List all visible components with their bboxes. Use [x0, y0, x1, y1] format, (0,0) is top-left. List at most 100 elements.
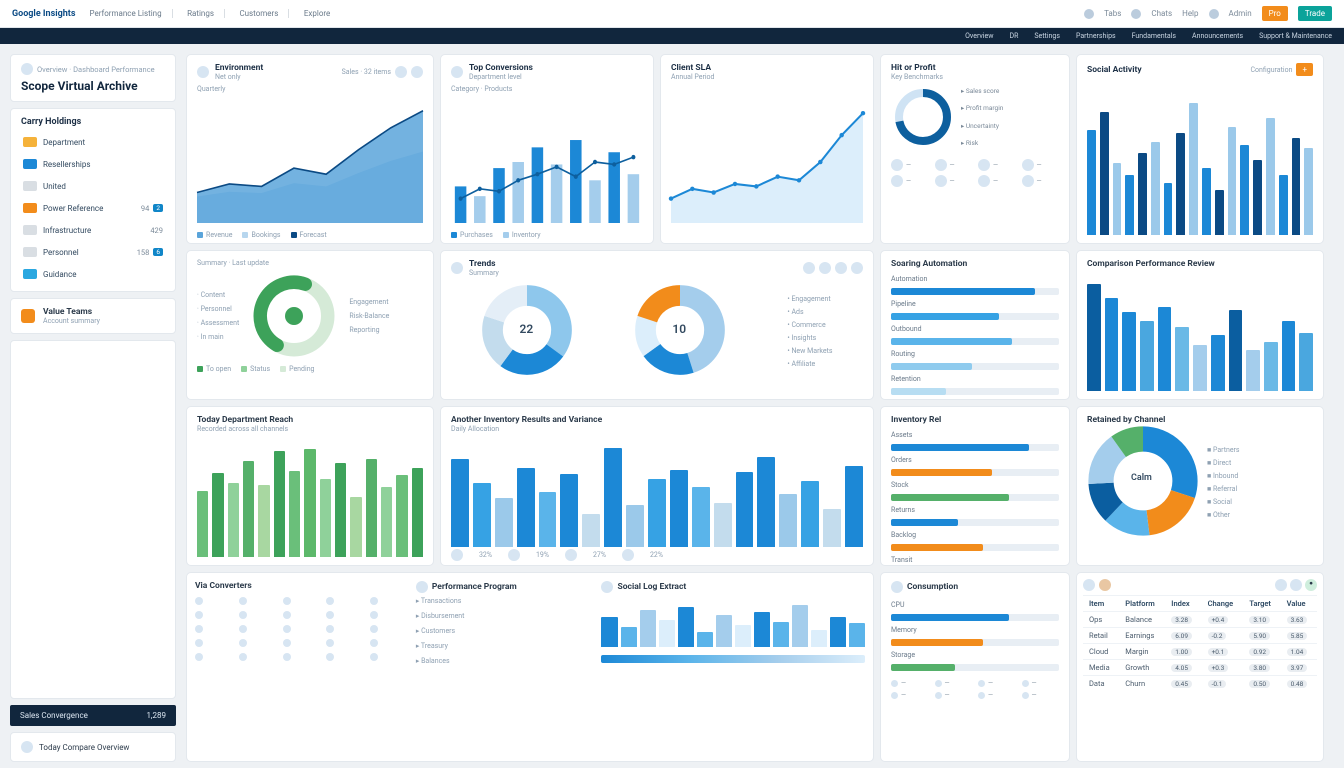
sidebar-list: Department Resellerships United Power Refer… — [21, 133, 165, 283]
card-soaring-automation: Soaring Automation AutomationPipelineOut… — [880, 250, 1070, 400]
card-subtitle: Annual Period — [671, 73, 715, 81]
card-caption: Quarterly — [197, 85, 423, 93]
teams-panel[interactable]: Value Teams Account summary — [10, 298, 176, 334]
card-comparison-review: Comparison Performance Review — [1076, 250, 1324, 400]
card-caption: Category · Products — [451, 85, 643, 93]
panel-title: Carry Holdings — [21, 117, 165, 127]
tool-icon[interactable] — [835, 262, 847, 274]
tool-icon[interactable] — [1290, 579, 1302, 591]
sidebar-item[interactable]: Resellerships — [21, 155, 165, 173]
trade-button[interactable]: Trade — [1298, 6, 1332, 21]
top-lbl[interactable]: Admin — [1229, 9, 1252, 18]
card-title: Today Department Reach — [197, 415, 423, 425]
sidebar-item[interactable]: Personnel1586 — [21, 243, 165, 261]
user-icon[interactable] — [1209, 9, 1219, 19]
tool-icon[interactable] — [803, 262, 815, 274]
donut-value: 22 — [519, 322, 533, 336]
subnav-link[interactable]: Support & Maintenance — [1259, 32, 1332, 40]
filter-label: Today Compare Overview — [39, 743, 129, 752]
pro-button[interactable]: Pro — [1262, 6, 1288, 21]
page-title: Scope Virtual Archive — [21, 79, 165, 93]
config-button[interactable]: Configuration — [1250, 66, 1292, 74]
nav-link[interactable]: Explore — [304, 9, 330, 18]
card-retained-channel: Retained by Channel Calm ■ Partners■ Dir… — [1076, 406, 1324, 566]
table-row[interactable]: MediaGrowth4.05+0.33.803.97 — [1083, 660, 1317, 676]
tool-icon[interactable] — [819, 262, 831, 274]
legend-icon — [565, 549, 577, 561]
subnav-link[interactable]: DR — [1009, 32, 1018, 40]
tool-icon[interactable] — [851, 262, 863, 274]
breadcrumb-text: Overview · Dashboard Performance — [37, 65, 155, 74]
table-row[interactable]: DataChurn0.45-0.10.500.48 — [1083, 676, 1317, 692]
avatar-icon — [451, 262, 463, 274]
bar-chart — [1087, 275, 1313, 391]
hbar-list: AssetsOrdersStockReturnsBacklogTransit — [891, 431, 1059, 566]
card-title: Social Activity — [1087, 65, 1142, 75]
hbar-list: CPUMemoryStorage — [891, 601, 1059, 671]
sidebar-item[interactable]: Guidance — [21, 265, 165, 283]
topbar-right: Tabs Chats Help Admin Pro Trade — [1084, 6, 1332, 21]
brand[interactable]: Google Insights — [12, 9, 75, 19]
add-button[interactable]: + — [1296, 63, 1313, 76]
card-top-conversions: Top Conversions Department level Categor… — [440, 54, 654, 244]
legend: 32% 19% 27% 22% — [451, 549, 663, 561]
card-tabs[interactable]: Sales · 32 items — [342, 66, 423, 78]
card-title: Comparison Performance Review — [1087, 259, 1313, 269]
legend: Purchases Inventory — [451, 231, 541, 239]
filter-icon — [21, 741, 33, 753]
footer-label: Sales Convergence — [20, 711, 88, 720]
avatar-icon — [1083, 579, 1095, 591]
card-social-activity: Social Activity Configuration + — [1076, 54, 1324, 244]
topnav: Performance Listing Ratings Customers Ex… — [89, 8, 342, 19]
bar-chart — [1087, 85, 1313, 235]
nav-link[interactable]: Performance Listing — [89, 9, 172, 18]
status-badge: ● — [1305, 579, 1317, 591]
nav-link[interactable]: Ratings — [187, 9, 225, 18]
sidebar-item[interactable]: Infrastructure429 — [21, 221, 165, 239]
dashboard-grid: Environment Net only Sales · 32 items Qu… — [182, 44, 1344, 768]
chart-icon — [601, 581, 613, 593]
table-row[interactable]: RetailEarnings6.09-0.25.905.85 — [1083, 628, 1317, 644]
tool-icon[interactable] — [1275, 579, 1287, 591]
topbar: Google Insights Performance Listing Rati… — [0, 0, 1344, 28]
subnav-link[interactable]: Settings — [1034, 32, 1060, 40]
card-title: Consumption — [907, 582, 958, 592]
footer-strip[interactable]: Sales Convergence 1,289 — [10, 705, 176, 726]
avatar-icon — [411, 66, 423, 78]
table-row[interactable]: CloudMargin1.00+0.10.921.04 — [1083, 644, 1317, 660]
sidebar-item[interactable]: United — [21, 177, 165, 195]
sidebar-item[interactable]: Power Reference942 — [21, 199, 165, 217]
top-lbl[interactable]: Help — [1182, 9, 1198, 18]
hbar-list: AutomationPipelineOutboundRoutingRetenti… — [891, 275, 1059, 395]
toolbar-icons[interactable] — [803, 262, 863, 274]
page: Overview · Dashboard Performance Scope V… — [0, 44, 1344, 768]
card-bottom-cluster: Via Converters Performance Program ▸ Tra… — [186, 572, 874, 762]
crumb-icon — [21, 63, 33, 75]
subnav-link[interactable]: Announcements — [1192, 32, 1243, 40]
spacer-panel — [10, 340, 176, 699]
bar-chart — [451, 437, 863, 547]
nav-link[interactable]: Customers — [239, 9, 289, 18]
top-lbl[interactable]: Tabs — [1104, 9, 1121, 18]
filter-bar[interactable]: Today Compare Overview — [10, 732, 176, 762]
cloud-icon[interactable] — [1131, 9, 1141, 19]
legend: Revenue Bookings Forecast — [197, 231, 327, 239]
pie-center: Calm — [1131, 473, 1152, 483]
avatar-icon — [1099, 579, 1111, 591]
subnav-link[interactable]: Partnerships — [1076, 32, 1116, 40]
table-row[interactable]: OpsBalance3.28+0.43.103.63 — [1083, 612, 1317, 628]
card-trends: Trends Summary 22 10 • Engagem — [440, 250, 874, 400]
subnav-link[interactable]: Fundamentals — [1132, 32, 1176, 40]
card-title: Trends — [469, 259, 499, 269]
globe-icon[interactable] — [1084, 9, 1094, 19]
card-title: Inventory Rel — [891, 415, 1059, 425]
card-action[interactable]: Configuration + — [1250, 63, 1313, 76]
card-hit-profit: Hit or Profit Key Benchmarks ▸ Sales sco… — [880, 54, 1070, 244]
card-title: Soaring Automation — [891, 259, 1059, 269]
subnav-link[interactable]: Overview — [965, 32, 993, 40]
line-chart — [671, 101, 863, 223]
card-consumption: Consumption CPUMemoryStorage — — — — — —… — [880, 572, 1070, 762]
sidebar-item[interactable]: Department — [21, 133, 165, 151]
card-subtitle: Department level — [469, 73, 533, 81]
top-lbl[interactable]: Chats — [1151, 9, 1172, 18]
